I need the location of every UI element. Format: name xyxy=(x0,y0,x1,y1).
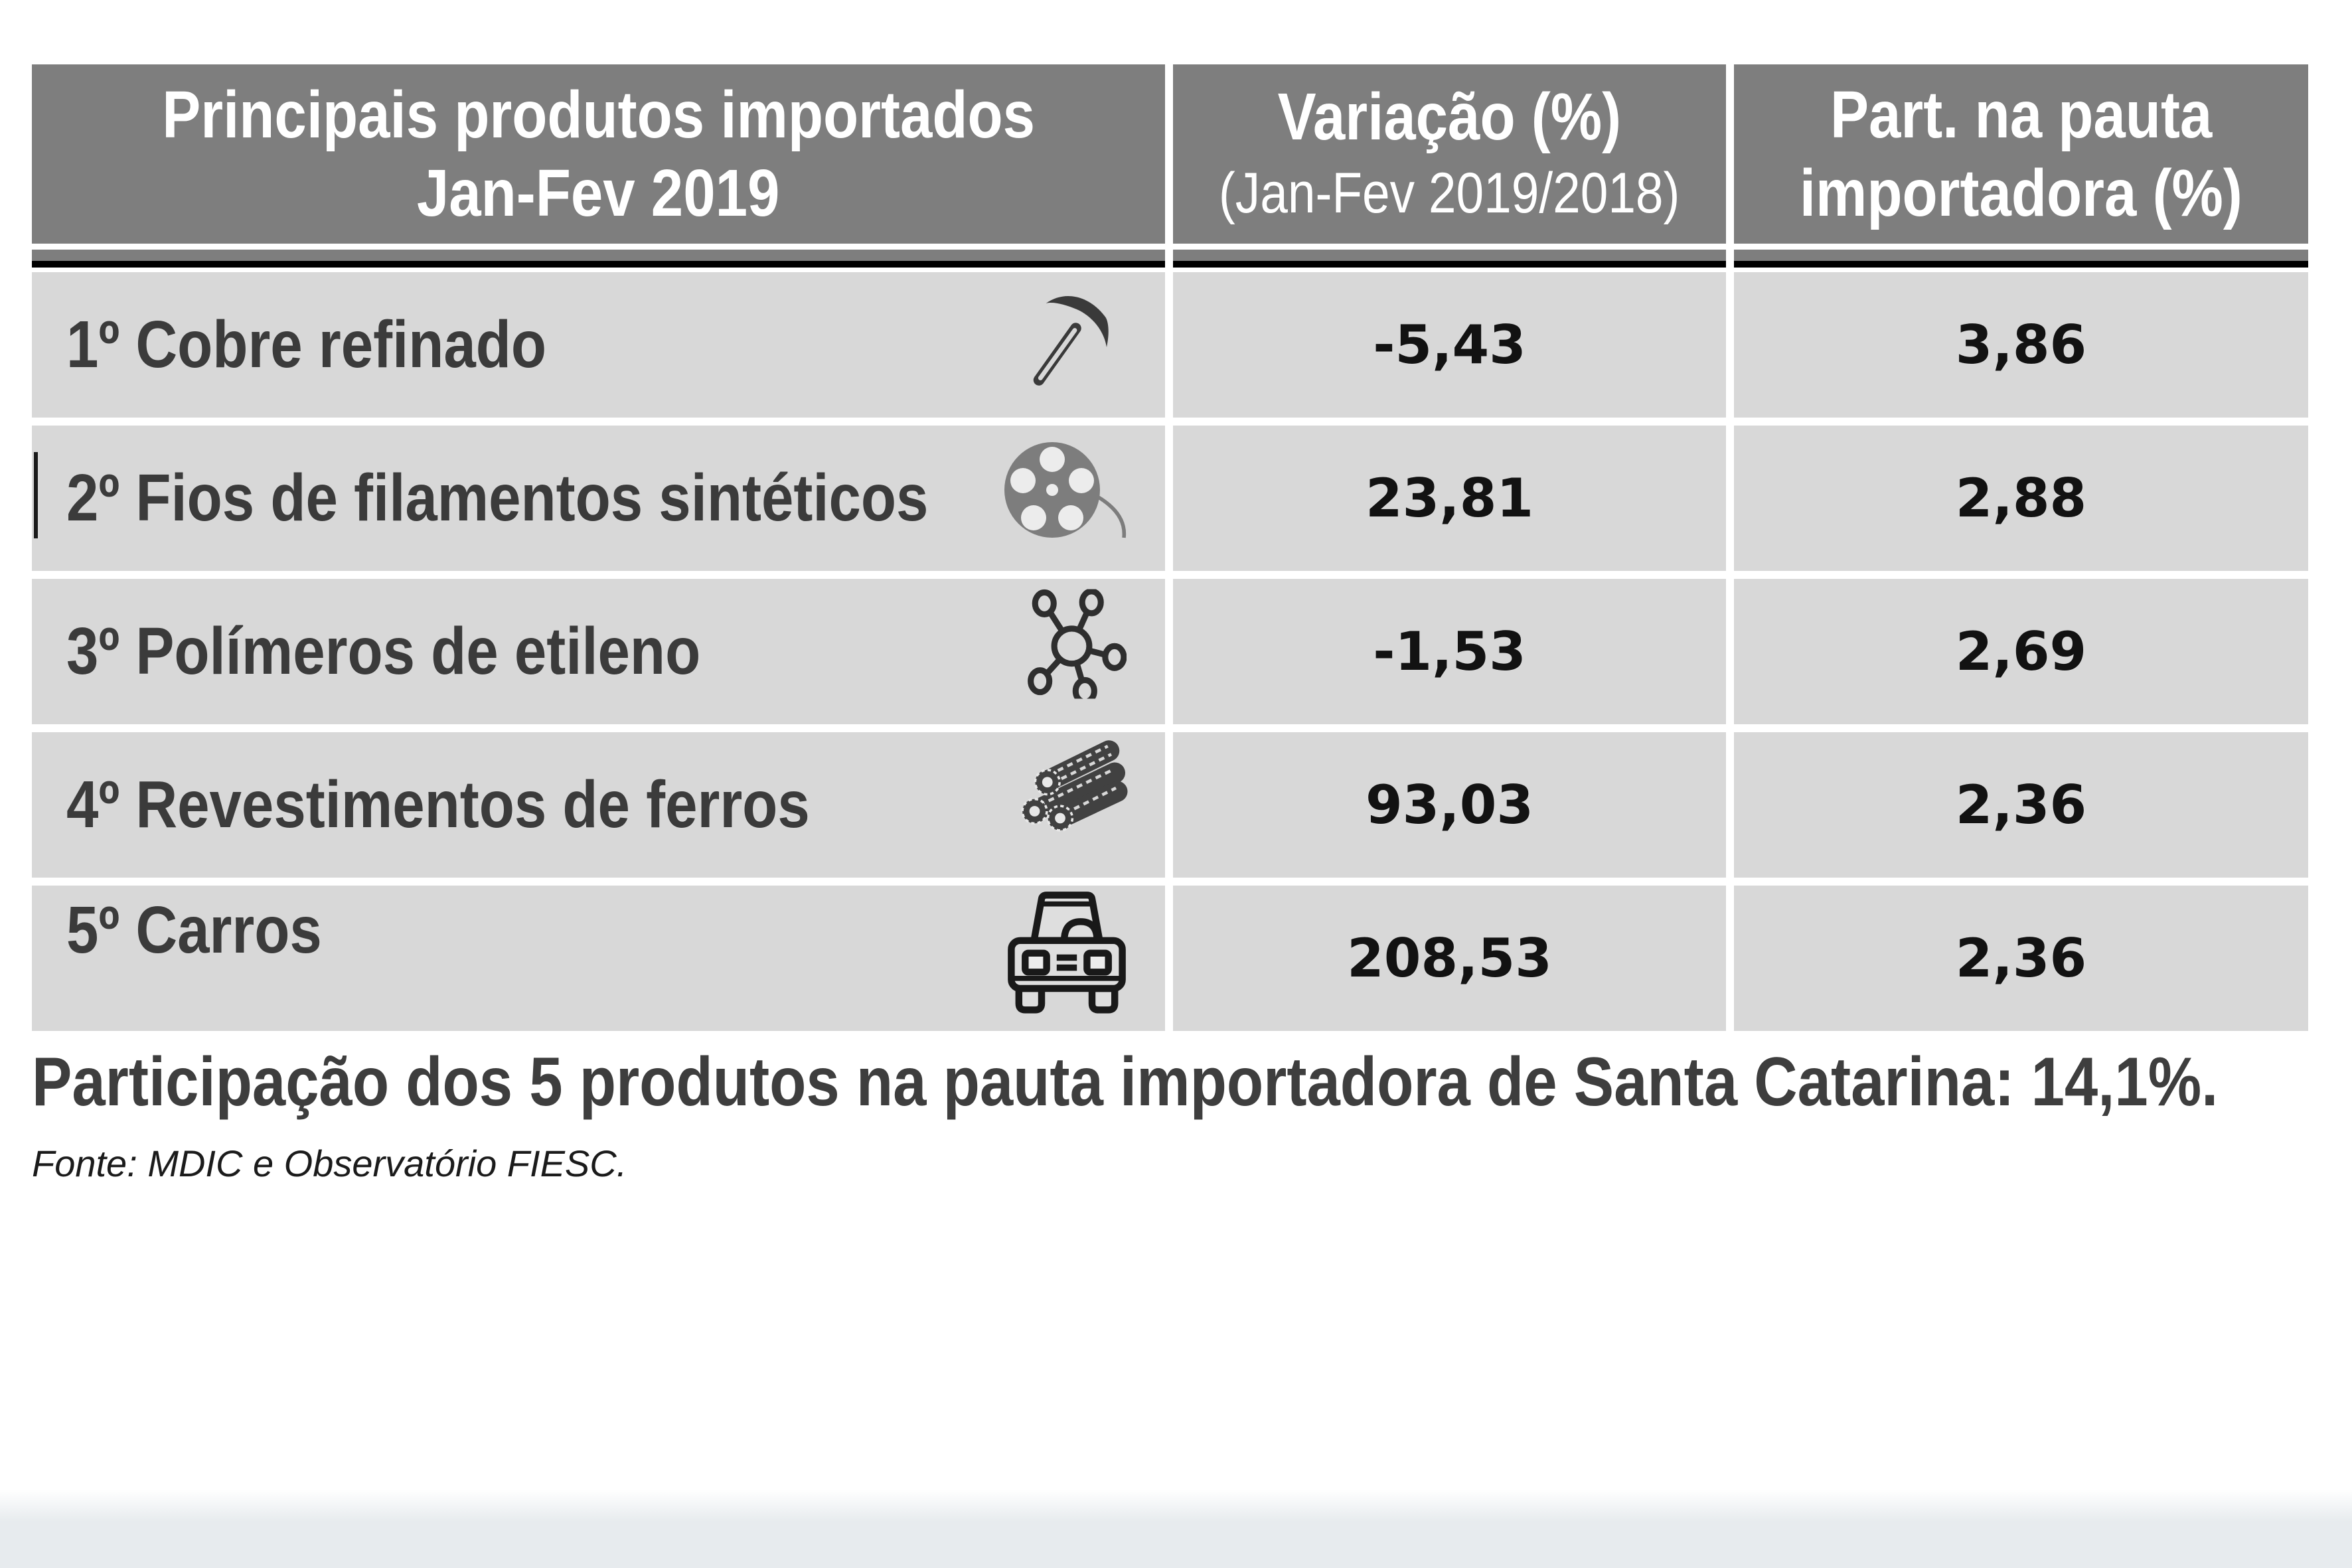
header-variation-line1: Variação (%) xyxy=(1277,80,1622,154)
header-underline-black xyxy=(32,261,2308,268)
variation-value: 93,03 xyxy=(1173,732,1726,878)
share-value: 2,36 xyxy=(1734,886,2308,1031)
variation-value: -1,53 xyxy=(1173,579,1726,724)
header-products-line1: Principais produtos importados xyxy=(162,78,1035,152)
car-icon xyxy=(1000,888,1133,1030)
import-products-table: Principais produtos importados Jan-Fev 2… xyxy=(32,64,2308,1184)
source-note: Fonte: MDIC e Observatório FIESC. xyxy=(32,1142,627,1184)
product-label: 5º Carros xyxy=(66,893,322,967)
iron-pipes-icon xyxy=(1006,739,1129,871)
molecule-icon xyxy=(1017,588,1127,714)
table-row: 1º Cobre refinado -5,43 3,86 xyxy=(32,272,2308,418)
header-products: Principais produtos importados Jan-Fev 2… xyxy=(32,64,1165,244)
product-label: 4º Revestimentos de ferros xyxy=(66,767,810,842)
product-label: 2º Fios de filamentos sintéticos xyxy=(66,461,929,535)
participation-note: Participação dos 5 produtos na pauta imp… xyxy=(32,1044,2219,1121)
product-label: 3º Polímeros de etileno xyxy=(66,614,701,688)
header-variation-line2: (Jan-Fev 2019/2018) xyxy=(1219,161,1680,225)
table-row: 4º Revestimentos de ferros xyxy=(32,732,2308,878)
table-row: 5º Carros xyxy=(32,886,2308,1031)
header-products-line2: Jan-Fev 2019 xyxy=(417,156,780,230)
share-value: 3,86 xyxy=(1734,272,2308,418)
thread-spool-icon xyxy=(1004,441,1137,556)
variation-value: 208,53 xyxy=(1173,886,1726,1031)
variation-value: -5,43 xyxy=(1173,272,1726,418)
header-variation: Variação (%) (Jan-Fev 2019/2018) xyxy=(1173,64,1726,244)
table-row: 3º Polímeros de etileno xyxy=(32,579,2308,724)
share-value: 2,36 xyxy=(1734,732,2308,878)
header-share: Part. na pauta importadora (%) xyxy=(1734,64,2308,244)
share-value: 2,88 xyxy=(1734,426,2308,571)
bottom-band-fade xyxy=(0,1490,2352,1522)
header-share-line1: Part. na pauta xyxy=(1830,78,2213,152)
bottom-band xyxy=(0,1522,2352,1568)
variation-value: 23,81 xyxy=(1173,426,1726,571)
pickaxe-icon xyxy=(1019,287,1119,403)
text-cursor-artifact xyxy=(34,452,38,538)
header-share-line2: importadora (%) xyxy=(1799,156,2243,230)
product-label: 1º Cobre refinado xyxy=(66,307,547,382)
table-header-row: Principais produtos importados Jan-Fev 2… xyxy=(32,64,2308,244)
table-body: 1º Cobre refinado -5,43 3,86 2 xyxy=(32,272,2308,1031)
share-value: 2,69 xyxy=(1734,579,2308,724)
table-row: 2º Fios de filamentos sintéticos xyxy=(32,426,2308,571)
header-underline-gray xyxy=(32,250,2308,261)
